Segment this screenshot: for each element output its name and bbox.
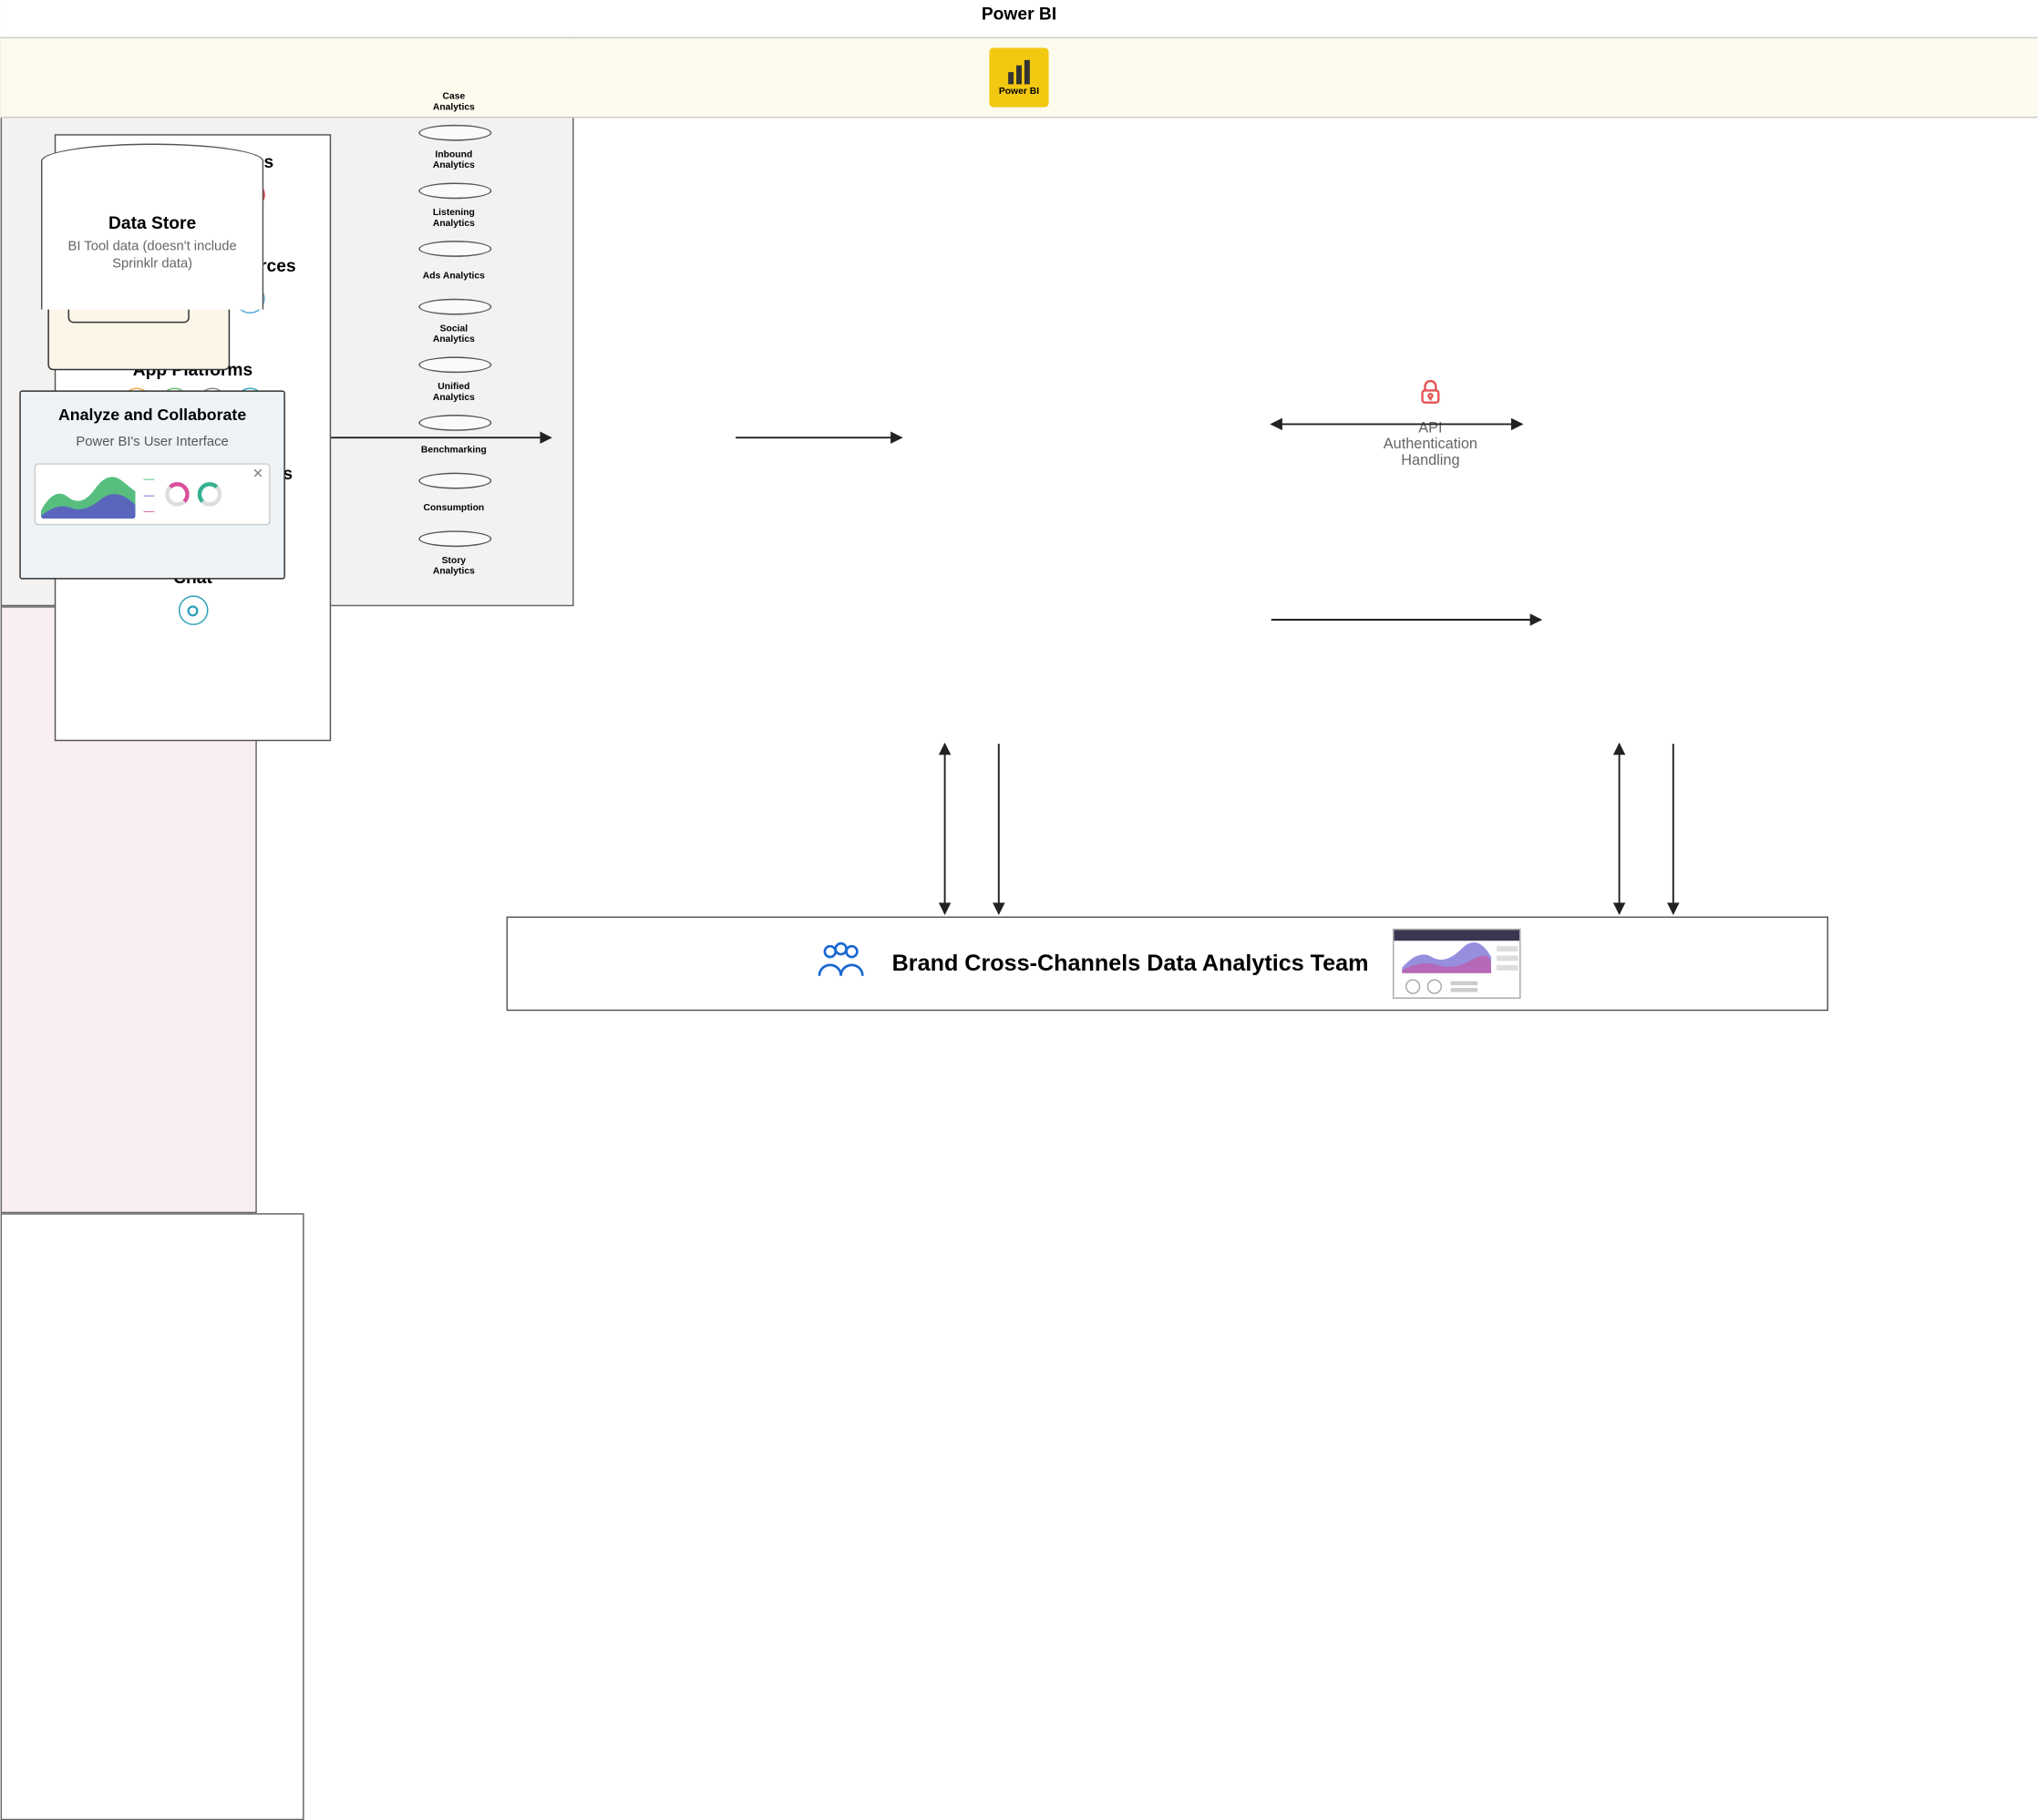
analytics-cylinder-label: Inbound Analytics — [421, 150, 486, 171]
dashboard-thumbnail — [1393, 929, 1521, 999]
analytics-cylinder-label: Case Analytics — [421, 93, 486, 114]
powerbi-logo-icon: Power BI — [989, 47, 1048, 107]
analytics-cylinder: Consumption — [418, 479, 489, 533]
source-icon-row — [67, 595, 319, 625]
analytics-cylinder-label: Unified Analytics — [421, 383, 486, 404]
analytics-cylinder: Benchmarking — [418, 421, 489, 475]
analytics-cylinder-label: Social Analytics — [421, 324, 486, 345]
team-label: Brand Cross-Channels Data Analytics Team — [892, 951, 1369, 978]
people-icon — [814, 941, 868, 988]
analyze-subtitle: Power BI's User Interface — [35, 435, 271, 449]
powerbi-logo-label: Power BI — [999, 87, 1039, 96]
analytics-cylinder: Story Analytics — [418, 538, 489, 591]
analytics-cylinder: Listening Analytics — [418, 190, 489, 243]
analytics-cylinder: Ads Analytics — [418, 248, 489, 302]
api-auth-label: API Authentication Handling — [1356, 377, 1505, 469]
analytics-cylinder: Inbound Analytics — [418, 131, 489, 185]
close-icon: ✕ — [252, 468, 263, 482]
chat-icon — [178, 595, 208, 625]
datastore-title: Data Store — [108, 211, 196, 231]
analyze-title: Analyze and Collaborate — [35, 406, 271, 425]
donut-icon-1 — [165, 482, 190, 507]
analytics-cylinder-stack: Case Analytics Inbound Analytics Listening… — [406, 74, 503, 591]
analytics-cylinder-label: Story Analytics — [421, 557, 486, 578]
api-line3: Handling — [1356, 452, 1505, 468]
analyze-collaborate-panel: Analyze and Collaborate Power BI's User … — [19, 390, 285, 579]
donut-icon-2 — [198, 482, 222, 507]
powerbi-panel: Power BI Power BI Data Store BI Tool dat… — [1, 1213, 304, 1820]
datastore-subtitle: BI Tool data (doesn't include Sprinklr d… — [58, 237, 246, 272]
datastore-cylinder: Data Store BI Tool data (doesn't include… — [41, 161, 263, 310]
api-line1: API — [1356, 420, 1505, 437]
analytics-cylinder-label: Ads Analytics — [423, 272, 485, 282]
analyze-chart-thumb: ✕ — [35, 463, 271, 525]
analytics-cylinder: Unified Analytics — [418, 364, 489, 417]
analytics-team-box: Brand Cross-Channels Data Analytics Team — [507, 917, 1828, 1012]
analytics-cylinder-label: Consumption — [423, 504, 484, 514]
lock-key-icon — [1356, 377, 1505, 417]
api-line2: Authentication — [1356, 437, 1505, 453]
analytics-cylinder: Social Analytics — [418, 305, 489, 359]
powerbi-header: Power BI — [1, 0, 2038, 37]
analytics-cylinder-label: Benchmarking — [421, 446, 487, 456]
analytics-cylinder-label: Listening Analytics — [421, 209, 486, 230]
legend-icon — [143, 472, 157, 517]
powerbi-logo-strip: Power BI — [1, 37, 2038, 118]
